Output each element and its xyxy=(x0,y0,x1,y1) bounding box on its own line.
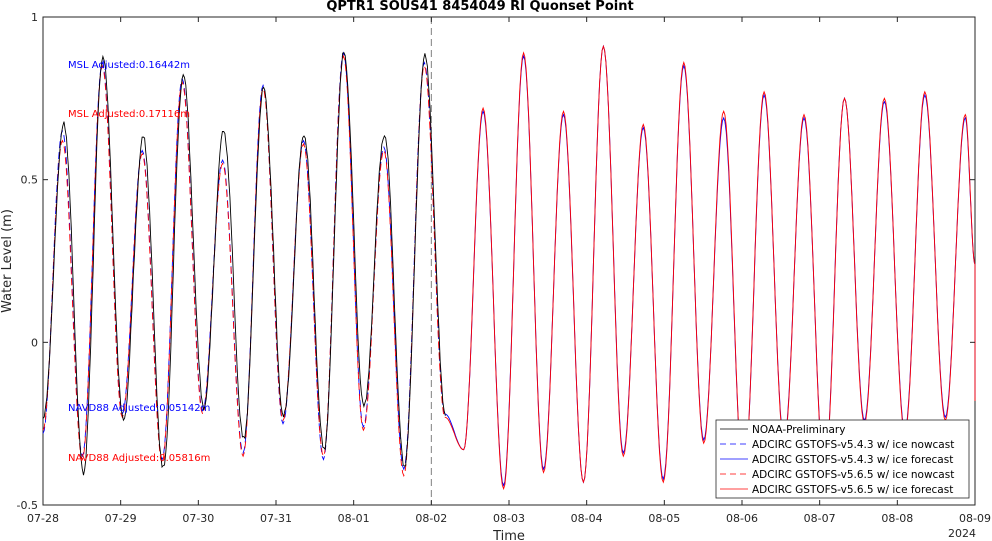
x-tick-label: 07-31 xyxy=(260,512,292,525)
legend-box xyxy=(715,419,970,499)
y-tick-label: 1 xyxy=(31,11,38,24)
x-tick-label: 08-01 xyxy=(338,512,370,525)
x-tick-label: 08-03 xyxy=(493,512,525,525)
legend-label-v565-forecast: ADCIRC GSTOFS-v5.6.5 w/ ice forecast xyxy=(752,484,953,496)
x-tick-label: 08-08 xyxy=(881,512,913,525)
legend-item-v565-nowcast: ADCIRC GSTOFS-v5.6.5 w/ ice nowcast xyxy=(720,469,954,481)
x-axis-ticks: 07-28 07-29 07-30 07-31 08-01 08-02 08-03 08-04… xyxy=(27,17,991,525)
series-line-4 xyxy=(444,44,976,491)
legend-label-noaa: NOAA-Preliminary xyxy=(752,424,845,436)
x-tick-label: 07-28 xyxy=(27,512,59,525)
x-tick-label: 07-30 xyxy=(182,512,214,525)
legend-label-v543-forecast: ADCIRC GSTOFS-v5.4.3 w/ ice forecast xyxy=(752,454,953,466)
series-line-3 xyxy=(42,54,446,478)
legend-item-v543-nowcast: ADCIRC GSTOFS-v5.4.3 w/ ice nowcast xyxy=(720,439,954,451)
x-tick-label: 07-29 xyxy=(105,512,137,525)
datum-annotations: MSL Adjusted:0.16442m MSL Adjusted:0.171… xyxy=(68,60,210,464)
x-tick-label: 08-04 xyxy=(571,512,603,525)
x-tick-label: 08-07 xyxy=(804,512,836,525)
y-tick-label: 0 xyxy=(31,336,38,349)
x-tick-label: 08-06 xyxy=(726,512,758,525)
legend: NOAA-Preliminary ADCIRC GSTOFS-v5.4.3 w/… xyxy=(715,419,970,499)
series-layer xyxy=(42,44,976,491)
series-line-0 xyxy=(42,52,446,476)
legend-label-v543-nowcast: ADCIRC GSTOFS-v5.4.3 w/ ice nowcast xyxy=(752,439,954,451)
annotation-msl-blue: MSL Adjusted:0.16442m xyxy=(68,60,190,71)
x-tick-label: 08-09 xyxy=(959,512,991,525)
annotation-msl-red: MSL Adjusted:0.17116m xyxy=(68,109,190,120)
y-tick-label: 0.5 xyxy=(21,174,39,187)
legend-item-v543-forecast: ADCIRC GSTOFS-v5.4.3 w/ ice forecast xyxy=(720,454,953,466)
y-tick-label: -0.5 xyxy=(17,499,38,512)
legend-item-noaa: NOAA-Preliminary xyxy=(720,424,845,436)
legend-label-v565-nowcast: ADCIRC GSTOFS-v5.6.5 w/ ice nowcast xyxy=(752,469,954,481)
x-axis-label: Time xyxy=(492,529,525,541)
annotation-navd88-red: NAVD88 Adjusted:0.05816m xyxy=(68,453,210,464)
y-axis-label: Water Level (m) xyxy=(0,209,15,313)
x-tick-label: 08-02 xyxy=(415,512,447,525)
legend-item-v565-forecast: ADCIRC GSTOFS-v5.6.5 w/ ice forecast xyxy=(720,484,953,496)
x-tick-label: 08-05 xyxy=(648,512,680,525)
y-axis-ticks: -0.5 0 0.5 1 xyxy=(17,11,975,512)
chart-title: QPTR1 SOUS41 8454049 RI Quonset Point xyxy=(326,0,633,14)
x-axis-year-label: 2024 xyxy=(948,527,976,540)
annotation-navd88-blue: NAVD88 Adjusted:0.05142m xyxy=(68,403,210,414)
